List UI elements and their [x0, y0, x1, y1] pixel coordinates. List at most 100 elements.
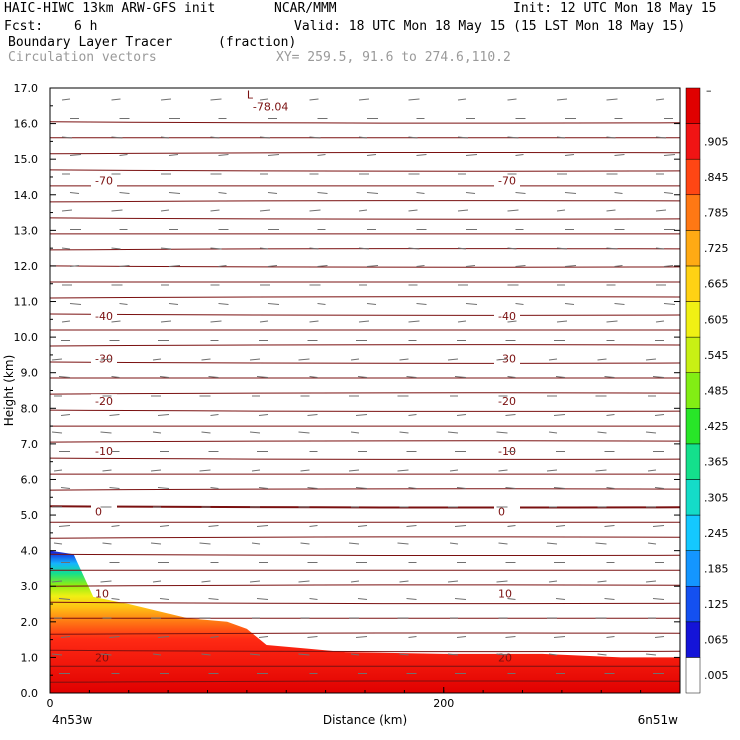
circulation-vector — [416, 192, 425, 194]
circulation-vector — [61, 320, 71, 323]
colorbar-swatch — [685, 514, 701, 551]
circulation-vector — [663, 265, 674, 267]
circulation-vector — [655, 247, 665, 250]
circulation-vector — [358, 209, 368, 212]
circulation-vector — [548, 358, 558, 361]
circulation-vector — [553, 636, 566, 638]
x-tick-label: 0 — [47, 697, 54, 710]
circulation-vector — [69, 265, 80, 267]
circulation-vector — [408, 487, 417, 489]
circulation-vector — [507, 136, 519, 139]
circulation-vector — [663, 303, 676, 305]
circulation-vector — [456, 414, 467, 416]
circulation-vector — [507, 376, 516, 378]
circulation-vector — [358, 320, 370, 323]
field-units: (fraction) — [218, 35, 297, 50]
circulation-vector — [309, 209, 321, 212]
circulation-vector — [498, 469, 508, 472]
circulation-vector — [454, 376, 467, 378]
circulation-vector — [606, 636, 615, 638]
circulation-vector — [663, 192, 674, 194]
y-tick-label: 13.0 — [14, 224, 39, 237]
contour-label: 20 — [498, 651, 512, 664]
circulation-vector — [350, 653, 360, 656]
circulation-vector — [51, 431, 63, 434]
temperature-contour — [49, 505, 681, 509]
circulation-vector — [366, 192, 379, 194]
circulation-vector — [553, 414, 566, 416]
circulation-vector — [399, 580, 409, 583]
circulation-vector — [350, 358, 360, 361]
circulation-vector — [465, 192, 476, 194]
circulation-vector — [465, 265, 476, 267]
circulation-vector — [355, 636, 368, 638]
circulation-vector — [515, 265, 526, 267]
forecast-label: Fcst: — [4, 19, 44, 34]
circulation-vector — [100, 653, 112, 656]
circulation-vector — [606, 414, 615, 416]
circulation-vector — [152, 653, 162, 656]
circulation-vector — [553, 487, 566, 489]
circulation-vector — [160, 98, 172, 101]
circulation-vector — [249, 431, 261, 434]
temperature-contour — [49, 536, 681, 539]
circulation-vector — [655, 98, 665, 101]
circulation-vector — [457, 320, 467, 323]
circulation-vector — [652, 598, 665, 600]
colorbar-swatch — [685, 621, 701, 658]
contour-label: -40 — [95, 310, 113, 323]
circulation-vector — [595, 542, 607, 545]
temperature-contour — [49, 649, 681, 653]
circulation-vector — [111, 320, 121, 323]
circulation-vector — [546, 542, 558, 545]
circulation-vector — [406, 525, 417, 527]
circulation-vector — [555, 598, 566, 600]
circulation-vector — [61, 98, 71, 101]
colorbar-swatch — [685, 301, 701, 338]
contour-label: -10 — [498, 445, 516, 458]
circulation-vector — [457, 247, 467, 250]
circulation-vector — [399, 358, 409, 361]
circulation-vector — [218, 154, 229, 156]
y-tick-label: 0.0 — [21, 687, 39, 700]
tracer-field — [50, 550, 680, 693]
colorbar-label: .665 — [704, 278, 729, 291]
circulation-vector — [614, 154, 625, 156]
circulation-vector — [355, 414, 368, 416]
circulation-vector — [556, 209, 566, 212]
y-tick-label: 4.0 — [21, 545, 39, 558]
circulation-vector — [111, 598, 120, 600]
circulation-vector — [256, 598, 269, 600]
circulation-vector — [258, 636, 269, 638]
circulation-vector — [51, 358, 63, 361]
circulation-vector — [251, 469, 261, 472]
circulation-vector — [157, 414, 170, 416]
circulation-vector — [447, 431, 459, 434]
circulation-vector — [416, 303, 427, 305]
circulation-vector — [111, 525, 120, 527]
circulation-vector — [496, 431, 508, 434]
circulation-vector — [652, 525, 665, 527]
circulation-vector — [317, 265, 328, 267]
circulation-vector — [548, 431, 558, 434]
circulation-vector — [60, 414, 71, 416]
circulation-vector — [358, 136, 368, 139]
temperature-contour — [49, 313, 681, 316]
circulation-vector — [406, 376, 417, 378]
circulation-vector — [654, 414, 665, 416]
circulation-vector — [109, 414, 120, 416]
circulation-vector — [457, 209, 469, 212]
circulation-vector — [465, 154, 478, 156]
temperature-contour — [49, 151, 681, 155]
circulation-vector — [614, 303, 625, 305]
init-time: Init: 12 UTC Mon 18 May 15 — [513, 1, 717, 16]
circulation-vector — [447, 358, 459, 361]
circulation-vector — [447, 580, 459, 583]
colorbar-label: .245 — [704, 527, 729, 540]
circulation-vector — [606, 247, 618, 250]
circulation-vector — [309, 525, 318, 527]
circulation-vector — [150, 542, 162, 545]
circulation-vector — [100, 431, 112, 434]
y-tick-label: 12.0 — [14, 260, 39, 273]
